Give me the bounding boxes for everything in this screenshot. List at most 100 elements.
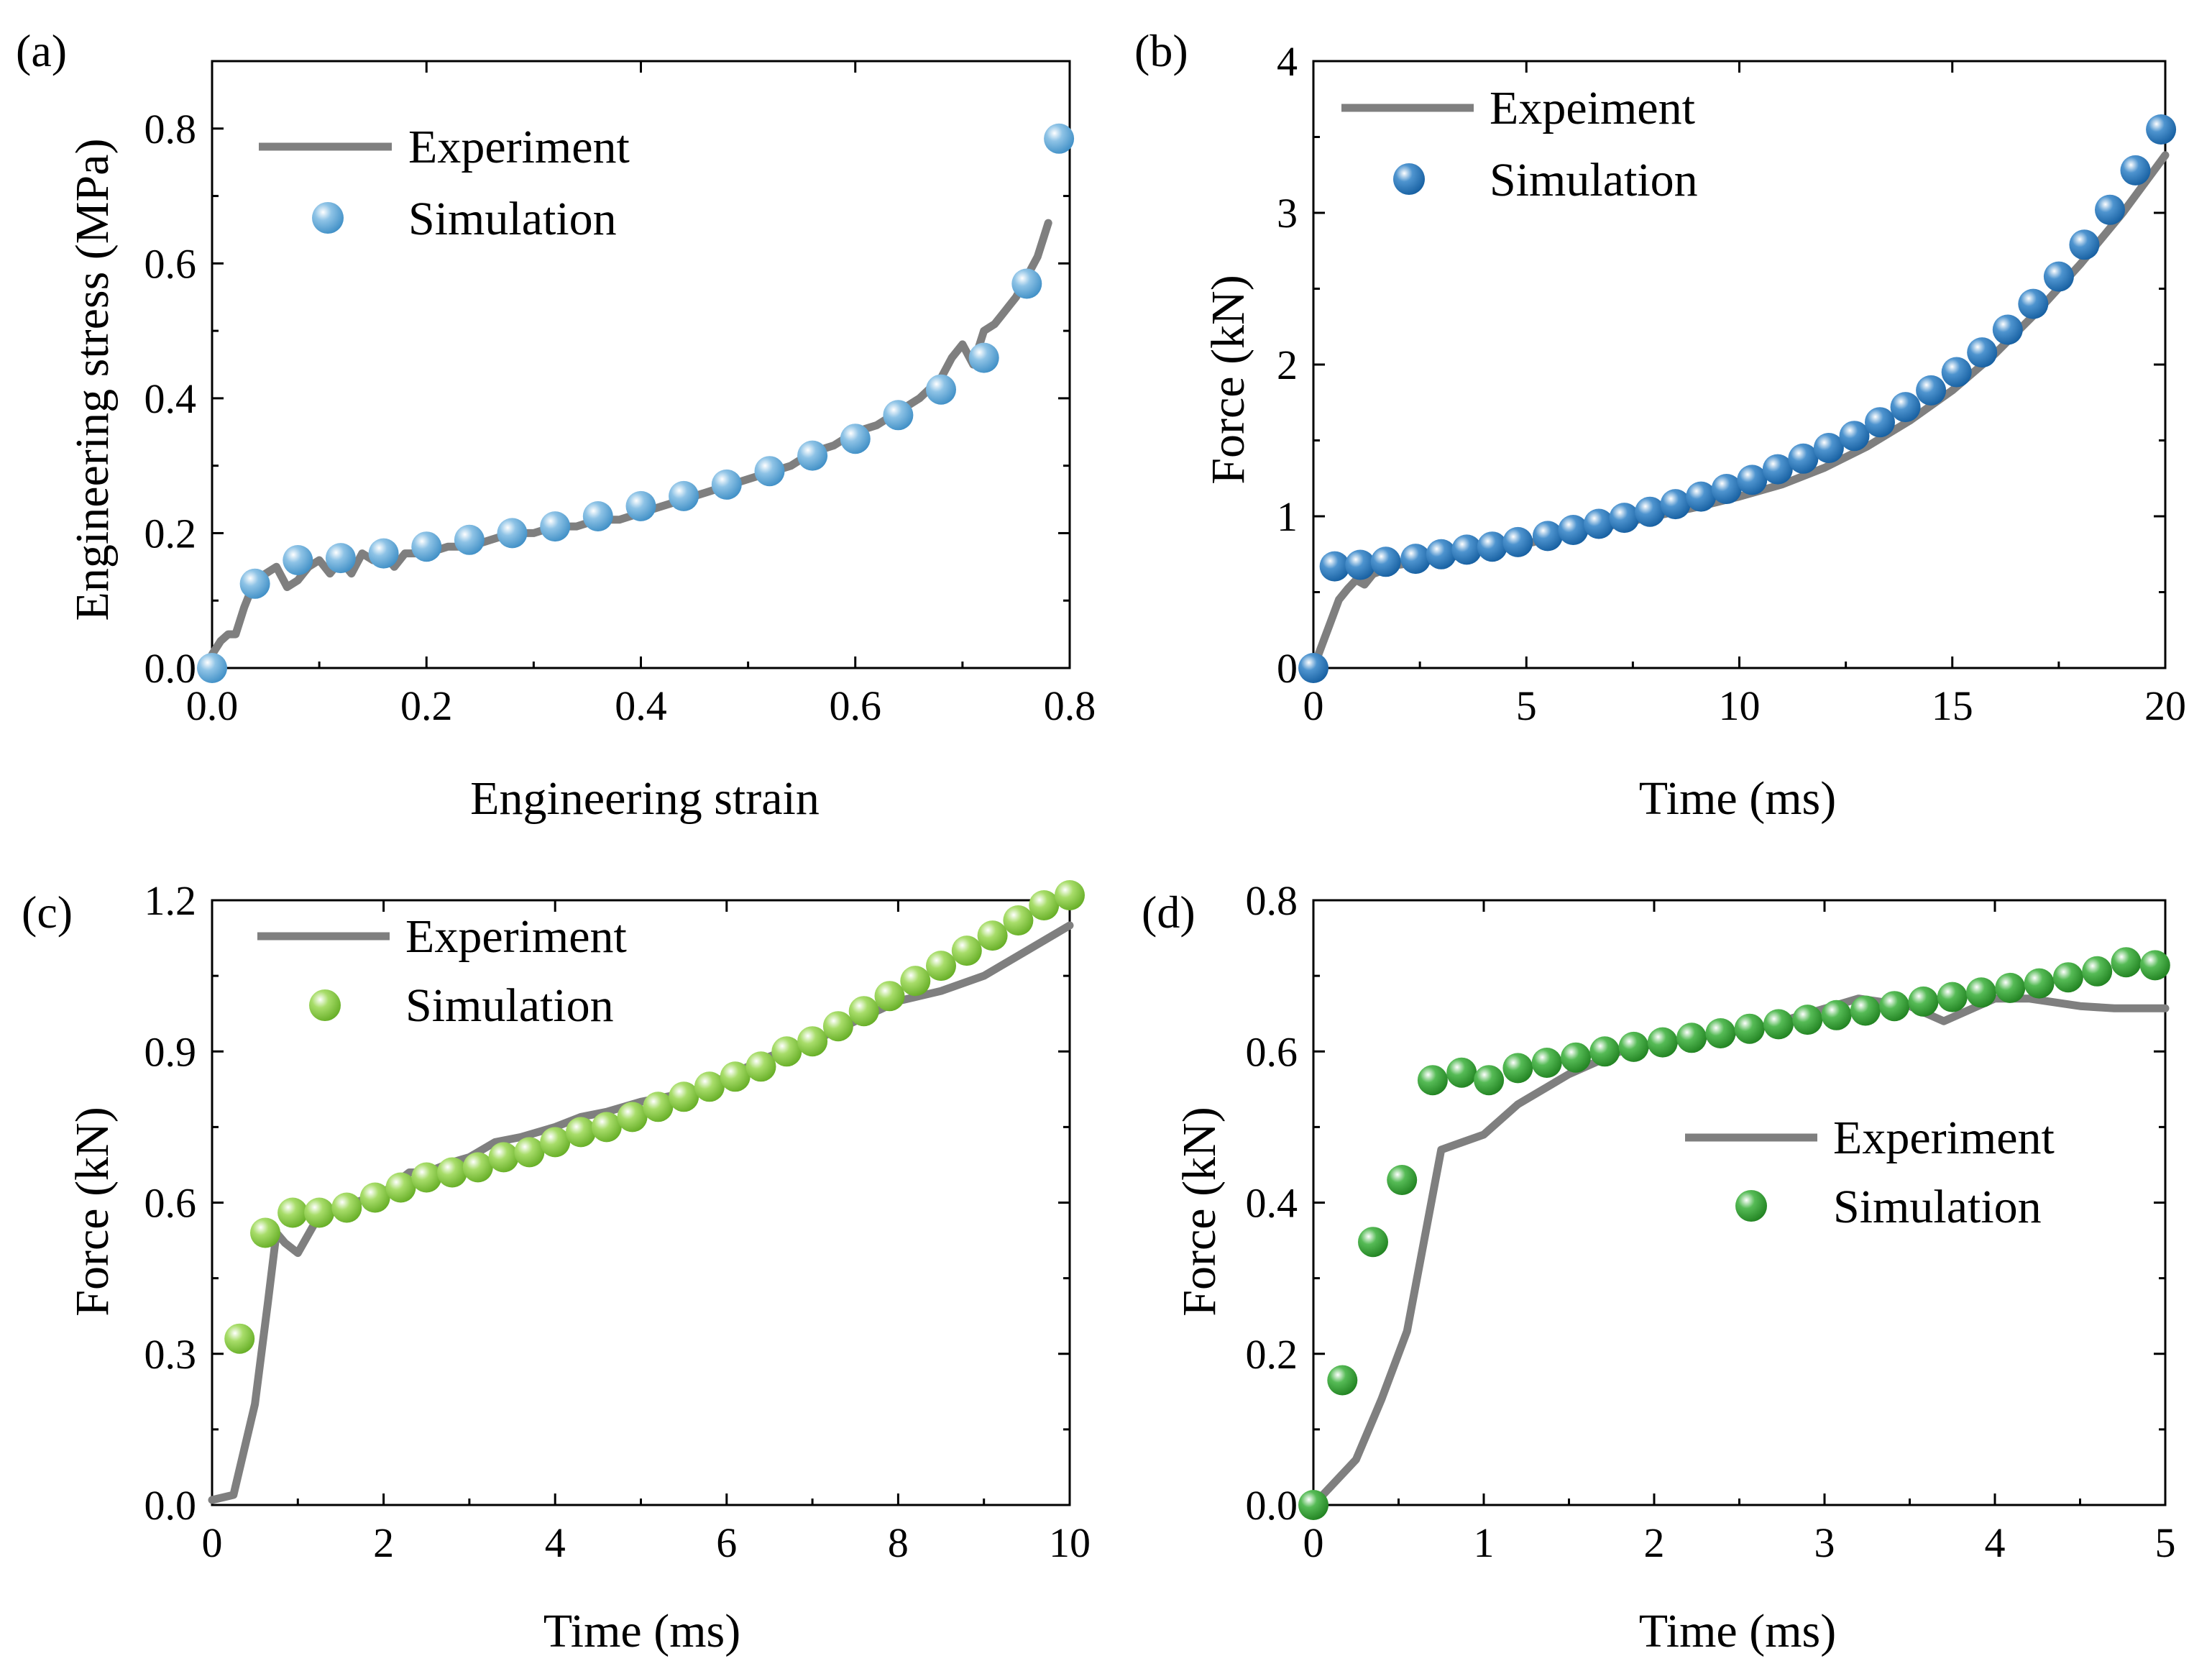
data-point-simulation xyxy=(1474,1065,1505,1096)
data-point-simulation xyxy=(669,480,699,511)
y-axis-title: Force (kN) xyxy=(1202,275,1254,484)
data-point-simulation xyxy=(926,374,956,405)
legend: Experiment Simulation xyxy=(1685,1112,2055,1233)
data-point-simulation xyxy=(385,1172,416,1203)
data-point-simulation xyxy=(797,440,828,471)
data-point-simulation xyxy=(1345,549,1376,580)
data-point-simulation xyxy=(1737,465,1768,495)
data-point-simulation xyxy=(2043,261,2074,292)
plot-frame xyxy=(211,60,1071,669)
x-axis-title: Engineering strain xyxy=(470,772,820,825)
y-tick-label: 1.2 xyxy=(144,877,197,924)
data-point-simulation xyxy=(250,1217,280,1248)
data-point-simulation xyxy=(625,490,656,521)
y-tick-label: 0 xyxy=(1277,645,1298,692)
data-point-simulation xyxy=(1879,991,1910,1022)
data-point-simulation xyxy=(1426,539,1456,569)
y-tick-label: 0.4 xyxy=(1246,1180,1298,1227)
legend-label-line: Experiment xyxy=(1833,1112,2055,1164)
x-tick-label: 0 xyxy=(202,1519,223,1566)
legend-label-line: Experiment xyxy=(405,910,627,963)
data-point-simulation xyxy=(1387,1165,1418,1195)
data-point-simulation xyxy=(411,531,442,562)
y-tick-label: 0.2 xyxy=(1246,1331,1298,1378)
panel-label: (d) xyxy=(1142,887,1196,938)
data-point-simulation xyxy=(582,501,613,531)
data-point-simulation xyxy=(617,1102,648,1133)
x-tick-label: 15 xyxy=(1932,682,1973,729)
data-point-simulation xyxy=(1908,986,1939,1017)
data-point-simulation xyxy=(1839,421,1870,452)
x-tick-label: 2 xyxy=(373,1519,394,1566)
y-tick-label: 0.0 xyxy=(144,645,197,692)
y-axis-title: Force (kN) xyxy=(1173,1107,1226,1316)
panel-label: (c) xyxy=(22,887,73,938)
data-point-simulation xyxy=(1676,1023,1707,1053)
data-point-simulation xyxy=(497,518,528,549)
data-point-simulation xyxy=(1298,653,1328,683)
x-tick-label: 10 xyxy=(1049,1519,1091,1566)
data-point-simulation xyxy=(745,1051,776,1082)
data-point-simulation xyxy=(566,1117,596,1148)
data-point-simulation xyxy=(2111,947,2142,978)
data-point-simulation xyxy=(1532,521,1563,552)
data-point-simulation xyxy=(454,524,485,555)
x-tick-label: 0 xyxy=(1303,682,1324,729)
data-point-simulation xyxy=(1734,1013,1765,1044)
data-point-simulation xyxy=(1531,1048,1562,1078)
data-point-simulation xyxy=(694,1071,725,1102)
data-point-simulation xyxy=(2024,968,2055,999)
data-point-simulation xyxy=(462,1152,493,1183)
data-point-simulation xyxy=(239,568,270,599)
data-point-simulation xyxy=(2095,194,2125,225)
x-tick-label: 0.6 xyxy=(830,682,882,729)
plot-area: 0 2 4 6 8 10 0.0 0.3 0.6 0.9 1.2 xyxy=(144,877,1091,1566)
data-point-simulation xyxy=(1916,375,1947,406)
legend: Expeiment Simulation xyxy=(1341,82,1698,206)
data-point-simulation xyxy=(1762,454,1793,485)
x-axis-title: Time (ms) xyxy=(543,1605,740,1657)
data-point-simulation xyxy=(1788,443,1819,474)
data-point-simulation xyxy=(277,1197,308,1228)
data-point-simulation xyxy=(591,1112,622,1143)
x-tick-label: 0.8 xyxy=(1044,682,1096,729)
data-point-simulation xyxy=(643,1092,674,1122)
data-point-simulation xyxy=(1558,515,1589,545)
data-point-simulation xyxy=(1647,1027,1678,1058)
y-tick-label: 0.6 xyxy=(144,1180,197,1227)
data-point-simulation xyxy=(711,469,742,500)
plot-area: 0.0 0.2 0.4 0.6 0.8 0.0 0.2 0.4 0.6 0.8 xyxy=(144,60,1096,729)
legend-marker-swatch xyxy=(1735,1190,1767,1222)
data-point-simulation xyxy=(2139,950,2170,981)
data-point-simulation xyxy=(368,538,399,569)
legend-label-marker: Simulation xyxy=(405,979,614,1032)
data-point-simulation xyxy=(540,511,571,542)
series-line-experiment xyxy=(1309,151,2170,672)
data-point-simulation xyxy=(840,424,871,454)
data-point-simulation xyxy=(1635,496,1666,527)
y-tick-label: 4 xyxy=(1277,38,1298,85)
legend-label-marker: Simulation xyxy=(1490,154,1698,206)
data-point-simulation xyxy=(1813,433,1844,463)
x-tick-label: 0.4 xyxy=(615,682,667,729)
legend-label-marker: Simulation xyxy=(408,193,617,245)
data-point-simulation xyxy=(1370,546,1401,577)
data-point-simulation xyxy=(2069,229,2100,260)
y-tick-label: 2 xyxy=(1277,342,1298,388)
data-point-simulation xyxy=(883,400,914,431)
panel-label: (b) xyxy=(1134,25,1188,76)
data-point-simulation xyxy=(1003,905,1034,935)
data-point-simulation xyxy=(720,1061,751,1092)
data-point-simulation xyxy=(1502,1053,1533,1084)
x-tick-label: 2 xyxy=(1644,1519,1665,1566)
plot-area: 0 5 10 15 20 0 1 2 3 4 xyxy=(1277,38,2186,729)
legend: Experiment Simulation xyxy=(259,121,630,245)
data-point-simulation xyxy=(1029,890,1060,920)
x-tick-label: 3 xyxy=(1814,1519,1835,1566)
x-tick-label: 10 xyxy=(1719,682,1761,729)
y-axis-title: Force (kN) xyxy=(66,1107,119,1316)
data-point-simulation xyxy=(224,1323,255,1354)
data-point-simulation xyxy=(1446,1057,1477,1088)
x-tick-label: 5 xyxy=(1516,682,1537,729)
y-tick-label: 0.4 xyxy=(144,375,197,422)
